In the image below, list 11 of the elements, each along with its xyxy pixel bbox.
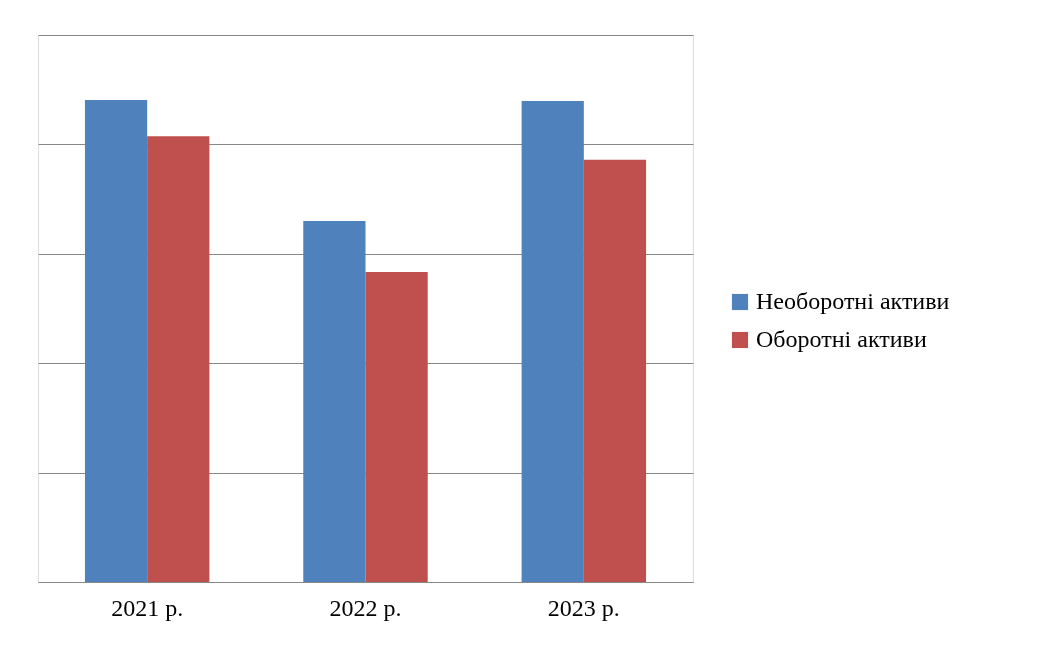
bar [583, 159, 647, 582]
bar [521, 101, 584, 582]
legend-label: Оборотні активи [756, 326, 927, 352]
bar [147, 136, 210, 582]
legend-label: Необоротні активи [756, 288, 950, 314]
x-tick-label: 2023 р. [547, 594, 620, 621]
x-tick-label: 2021 р. [111, 594, 184, 621]
bar [365, 272, 428, 582]
bar [303, 221, 366, 582]
x-tick-label: 2022 р. [329, 594, 402, 621]
bar [84, 100, 148, 582]
